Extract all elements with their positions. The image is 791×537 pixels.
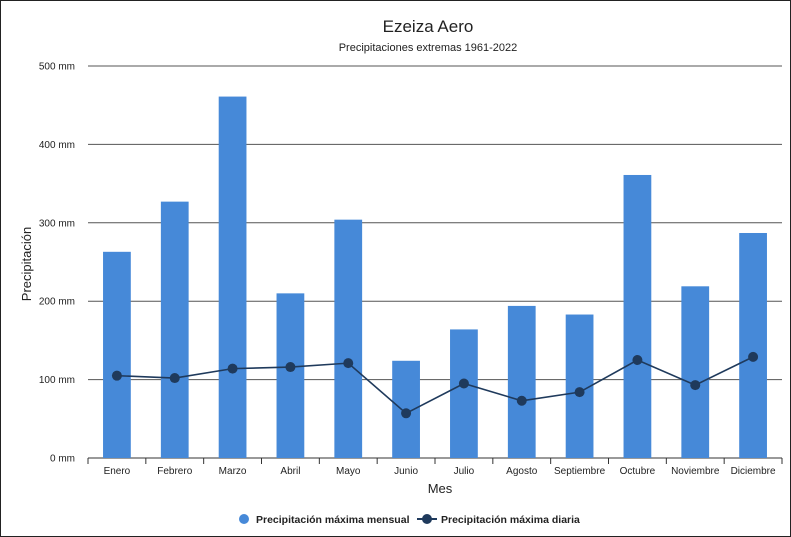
y-tick-label: 500 mm <box>39 62 75 73</box>
point-abril <box>285 362 296 373</box>
bars <box>103 96 767 459</box>
y-tick-label: 300 mm <box>39 218 75 229</box>
point-febrero <box>169 373 180 384</box>
y-tick-label: 200 mm <box>39 297 75 308</box>
x-axis-title: Mes <box>428 481 453 496</box>
y-axis-title: Precipitación <box>19 227 34 301</box>
point-diciembre <box>748 351 759 362</box>
x-tick-label: Junio <box>394 466 418 477</box>
bar-abril <box>276 293 305 458</box>
point-agosto <box>516 395 527 406</box>
point-junio <box>401 408 412 419</box>
x-tick-label: Enero <box>104 466 131 477</box>
legend-label-monthly: Precipitación máxima mensual <box>256 514 410 526</box>
point-noviembre <box>690 380 701 391</box>
grid-lines <box>87 65 783 464</box>
x-tick-label: Mayo <box>336 466 361 477</box>
bar-noviembre <box>681 286 710 458</box>
bar-enero <box>103 251 131 458</box>
chart-subtitle: Precipitaciones extremas 1961-2022 <box>339 42 518 54</box>
point-marzo <box>227 363 238 374</box>
bar-julio <box>450 329 478 458</box>
y-tick-label: 400 mm <box>39 140 75 151</box>
legend: Precipitación máxima mensual Precipitació… <box>239 514 580 526</box>
bar-octubre <box>623 174 652 458</box>
point-septiembre <box>574 387 585 398</box>
x-tick-label: Septiembre <box>554 466 606 477</box>
x-tick-labels: Enero Febrero Marzo Abril Mayo Junio Julio Agos… <box>104 466 776 477</box>
point-mayo <box>343 358 354 369</box>
y-tick-labels: 0 mm 100 mm 200 mm 300 mm 400 mm 500 mm <box>39 62 75 465</box>
point-julio <box>458 378 469 389</box>
x-tick-label: Octubre <box>620 466 656 477</box>
point-octubre <box>632 355 643 365</box>
x-tick-label: Febrero <box>157 466 192 477</box>
x-tick-label: Diciembre <box>731 466 776 477</box>
x-tick-label: Julio <box>454 466 475 477</box>
x-tick-label: Abril <box>280 466 300 477</box>
legend-marker-daily <box>422 514 432 524</box>
x-tick-label: Noviembre <box>671 466 720 477</box>
bar-mayo <box>334 219 363 458</box>
legend-marker-monthly <box>239 514 249 524</box>
x-tick-label: Agosto <box>506 466 538 477</box>
y-tick-label: 0 mm <box>50 454 75 465</box>
bar-agosto <box>507 305 536 458</box>
daily-line <box>111 351 759 419</box>
bar-marzo <box>218 96 247 459</box>
bar-diciembre <box>739 232 767 458</box>
daily-max-line <box>116 356 754 415</box>
x-tick-label: Marzo <box>219 466 247 477</box>
bar-febrero <box>160 201 189 458</box>
chart-title: Ezeiza Aero <box>383 17 474 36</box>
y-tick-label: 100 mm <box>39 375 75 386</box>
point-enero <box>111 370 122 381</box>
legend-label-daily: Precipitación máxima diaria <box>441 514 580 526</box>
